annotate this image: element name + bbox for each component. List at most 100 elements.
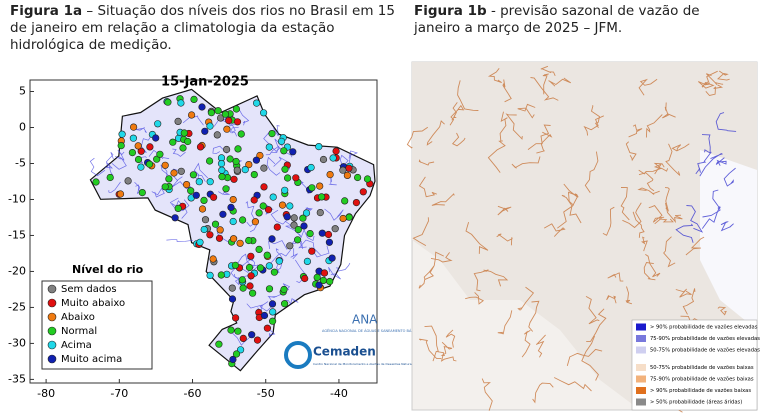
station-dot [265, 262, 273, 270]
station-dot [302, 209, 311, 217]
station-dot [270, 268, 279, 276]
river [171, 176, 192, 190]
station-dot [331, 225, 339, 233]
station-dot [286, 202, 294, 210]
forecast-river [720, 221, 734, 232]
forecast-rivers [406, 65, 741, 413]
station-dot [117, 142, 125, 150]
forecast-river [628, 124, 643, 138]
river [265, 145, 280, 156]
station-dot [210, 193, 218, 201]
y-tick-label: -15 [8, 228, 26, 241]
figure-label: Figura 1b [414, 3, 487, 19]
forecast-swatch [636, 375, 646, 383]
station-dot [345, 164, 353, 172]
station-dots [92, 95, 374, 368]
station-dot [294, 236, 302, 244]
station-dot [234, 327, 242, 335]
forecast-river [532, 382, 554, 404]
station-dot [290, 221, 298, 229]
x-tick-label: -80 [37, 387, 55, 400]
forecast-swatch [636, 323, 646, 331]
river [290, 248, 298, 260]
forecast-river [543, 223, 566, 237]
forecast-river [517, 286, 535, 311]
station-dot [303, 257, 312, 266]
forecast-swatch [636, 364, 646, 371]
station-dot [214, 107, 222, 115]
station-dot [146, 143, 154, 151]
river [324, 208, 344, 221]
station-dot [339, 166, 347, 174]
station-dot [213, 131, 221, 139]
figure-label: Figura 1a [10, 3, 83, 19]
forecast-river [445, 329, 456, 348]
forecast-river [473, 269, 489, 292]
forecast-river [675, 223, 694, 243]
station-dot [265, 143, 273, 151]
legend-label: Sem dados [61, 284, 117, 295]
river [151, 187, 165, 198]
forecast-river [685, 236, 705, 256]
forecast-river [699, 152, 724, 177]
station-dot [238, 276, 246, 284]
station-dot [196, 143, 205, 151]
forecast-river [654, 218, 674, 225]
forecast-river [451, 132, 466, 147]
station-dot [239, 334, 247, 343]
station-dot [301, 274, 309, 283]
station-dot [152, 134, 160, 142]
station-dot [290, 214, 298, 222]
station-dot [169, 138, 177, 146]
station-dot [250, 196, 258, 204]
forecast-legend-label: 75-90% probabilidade de vazões baixas [650, 377, 754, 383]
cemaden-subtitle: Centro Nacional de Monitoramento e Alert… [313, 362, 414, 366]
station-dot [255, 245, 263, 253]
forecast-river [502, 79, 512, 103]
station-dot [138, 189, 146, 197]
legend-swatch [47, 298, 57, 308]
forecast-river [553, 377, 592, 392]
forecast-river [665, 202, 683, 224]
station-dot [228, 284, 236, 292]
station-dot [280, 285, 288, 294]
forecast-river [620, 187, 630, 221]
river [240, 258, 260, 273]
river [108, 181, 121, 193]
forecast-river [664, 187, 670, 212]
station-dot [217, 271, 225, 279]
x-tick-label: -40 [330, 387, 348, 400]
station-dot [196, 238, 204, 246]
station-dot [128, 149, 136, 157]
station-dot [307, 163, 315, 172]
station-dot [324, 230, 333, 239]
river [89, 157, 106, 177]
station-dot [221, 110, 229, 118]
station-dot [277, 137, 286, 145]
forecast-river [723, 167, 736, 187]
forecast-river [497, 205, 512, 216]
station-dot [269, 317, 277, 325]
station-dot [137, 163, 145, 171]
river [259, 296, 277, 312]
station-dot [211, 220, 220, 228]
station-dot [180, 129, 188, 137]
station-dot [183, 181, 191, 189]
river [335, 262, 351, 272]
station-dot [206, 231, 214, 239]
forecast-river [638, 167, 669, 175]
legend-label: Muito acima [61, 354, 122, 365]
station-dot [232, 105, 240, 113]
station-dot [171, 214, 179, 222]
caption-text: – Situação dos níveis dos rios no Brasil… [10, 3, 395, 53]
station-dot [329, 154, 337, 162]
forecast-river [622, 202, 642, 229]
forecast-river [451, 102, 458, 121]
station-dot [241, 166, 249, 174]
forecast-swatch [636, 346, 646, 354]
station-dot [245, 161, 253, 169]
river [212, 145, 228, 154]
station-dot [230, 235, 238, 243]
